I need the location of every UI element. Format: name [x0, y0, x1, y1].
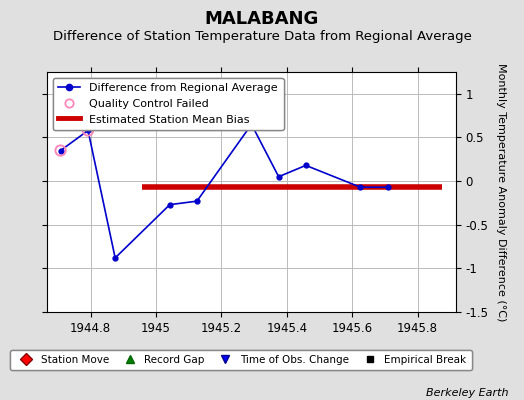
Y-axis label: Monthly Temperature Anomaly Difference (°C): Monthly Temperature Anomaly Difference (…: [496, 63, 506, 321]
Point: [57, 147, 65, 154]
Text: MALABANG: MALABANG: [205, 10, 319, 28]
Point: [84, 127, 92, 134]
Text: Difference of Station Temperature Data from Regional Average: Difference of Station Temperature Data f…: [52, 30, 472, 43]
Text: Berkeley Earth: Berkeley Earth: [426, 388, 508, 398]
Legend: Station Move, Record Gap, Time of Obs. Change, Empirical Break: Station Move, Record Gap, Time of Obs. C…: [10, 350, 472, 370]
Point: [247, 121, 256, 128]
Legend: Difference from Regional Average, Quality Control Failed, Estimated Station Mean: Difference from Regional Average, Qualit…: [53, 78, 283, 130]
